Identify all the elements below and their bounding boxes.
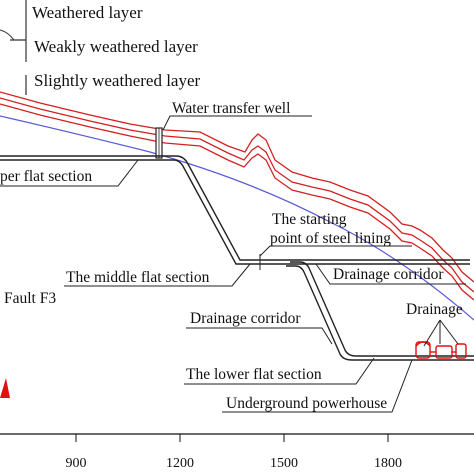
underground-powerhouse [415,341,467,359]
drainage-right-label: Drainage [406,301,463,318]
steel-lining-leader [259,245,412,257]
water-transfer-well [155,127,163,159]
drainage-corridor-lower-leader [186,327,333,345]
legend-brace [10,0,27,95]
x-tick-label-900: 900 [66,456,87,471]
x-tick-label-1200: 1200 [166,456,194,471]
legend-item-slightly-weathered: Slightly weathered layer [34,71,201,90]
legend-item-weathered: Weathered layer [32,3,143,22]
steel-lining-label-line2: point of steel lining [270,230,391,247]
drainage-corridor-upper-label: Drainage corridor [333,266,444,283]
drainage-corridor-upper-leader [315,263,466,285]
upper-flat-section-leader [0,159,139,187]
underground-powerhouse-label: Underground powerhouse [226,395,387,412]
drainage-right-leaders [423,319,459,347]
steel-lining-label-line1: The starting [272,211,347,228]
weakly-weathered-layer-line [0,97,474,293]
legend-item-weakly-weathered: Weakly weathered layer [34,37,198,56]
middle-flat-section-label: The middle flat section [66,269,210,286]
x-tick-label-1500: 1500 [270,456,298,471]
x-tick-label-1800: 1800 [374,456,402,471]
legend: Weathered layer Weakly weathered layer S… [0,0,201,95]
ground-surface-lines [0,91,474,301]
middle-flat-section-leader [64,263,251,287]
weathered-boundary-line [0,115,474,321]
headrace-tunnel [0,155,474,361]
weathered-layer-line [0,91,474,283]
lower-flat-section-label: The lower flat section [186,366,322,383]
fault-marker-icon [0,378,10,398]
fault-label: Fault F3 [4,290,56,307]
upper-flat-section-label: per flat section [0,168,92,185]
water-transfer-well-leader [162,115,312,131]
legend-leader-line [0,29,15,41]
drainage-corridor-lower-label: Drainage corridor [190,310,301,327]
x-axis: 900 1200 1500 1800 [0,433,474,471]
water-transfer-well-label: Water transfer well [172,100,290,117]
lower-flat-section-leader [184,357,375,385]
slightly-weathered-layer-line [0,103,474,301]
underground-powerhouse-leader [222,359,413,413]
